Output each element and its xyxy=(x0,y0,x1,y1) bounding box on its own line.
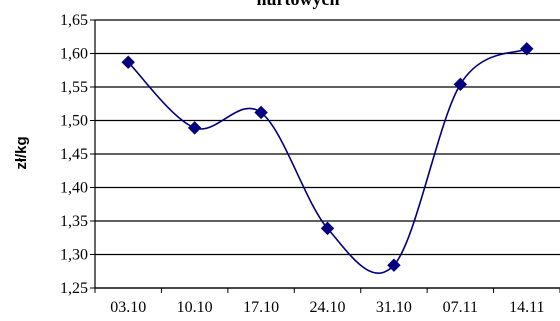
y-tick-label: 1,40 xyxy=(60,180,88,197)
y-axis-ticks: 1,65 1,60 1,55 1,50 1,45 1,40 1,35 1,30 1,25 xyxy=(60,12,95,297)
data-point-marker xyxy=(187,121,202,135)
series xyxy=(121,42,534,274)
x-tick-label: 24.10 xyxy=(310,299,346,316)
axes xyxy=(94,20,560,289)
x-tick-label: 10.10 xyxy=(177,299,213,316)
data-point-marker xyxy=(254,105,268,120)
x-tick-label: 31.10 xyxy=(376,299,412,316)
x-tick-label: 17.10 xyxy=(243,299,279,316)
y-tick-label: 1,35 xyxy=(60,213,88,230)
data-point-marker xyxy=(320,221,335,236)
gridlines xyxy=(95,19,560,289)
y-tick-label: 1,25 xyxy=(60,280,88,297)
y-tick-label: 1,65 xyxy=(60,12,88,29)
y-tick-label: 1,55 xyxy=(60,79,88,96)
chart-title: hurtowych xyxy=(256,0,339,9)
data-point-marker xyxy=(121,55,135,69)
data-point-marker xyxy=(520,42,534,56)
x-tick-label: 03.10 xyxy=(110,299,146,316)
y-axis-label: zł/kg xyxy=(13,136,30,169)
x-tick-label: 07.11 xyxy=(443,299,478,316)
y-tick-label: 1,30 xyxy=(60,247,88,264)
data-point-marker xyxy=(387,258,401,272)
series-line xyxy=(127,48,528,274)
y-tick-label: 1,60 xyxy=(60,46,88,63)
x-axis-ticks: 03.10 10.10 17.10 24.10 31.10 07.11 14.11 xyxy=(94,288,560,316)
y-tick-label: 1,50 xyxy=(60,113,88,130)
y-tick-label: 1,45 xyxy=(60,146,88,163)
data-point-marker xyxy=(453,77,468,92)
x-tick-label: 14.11 xyxy=(509,299,544,316)
